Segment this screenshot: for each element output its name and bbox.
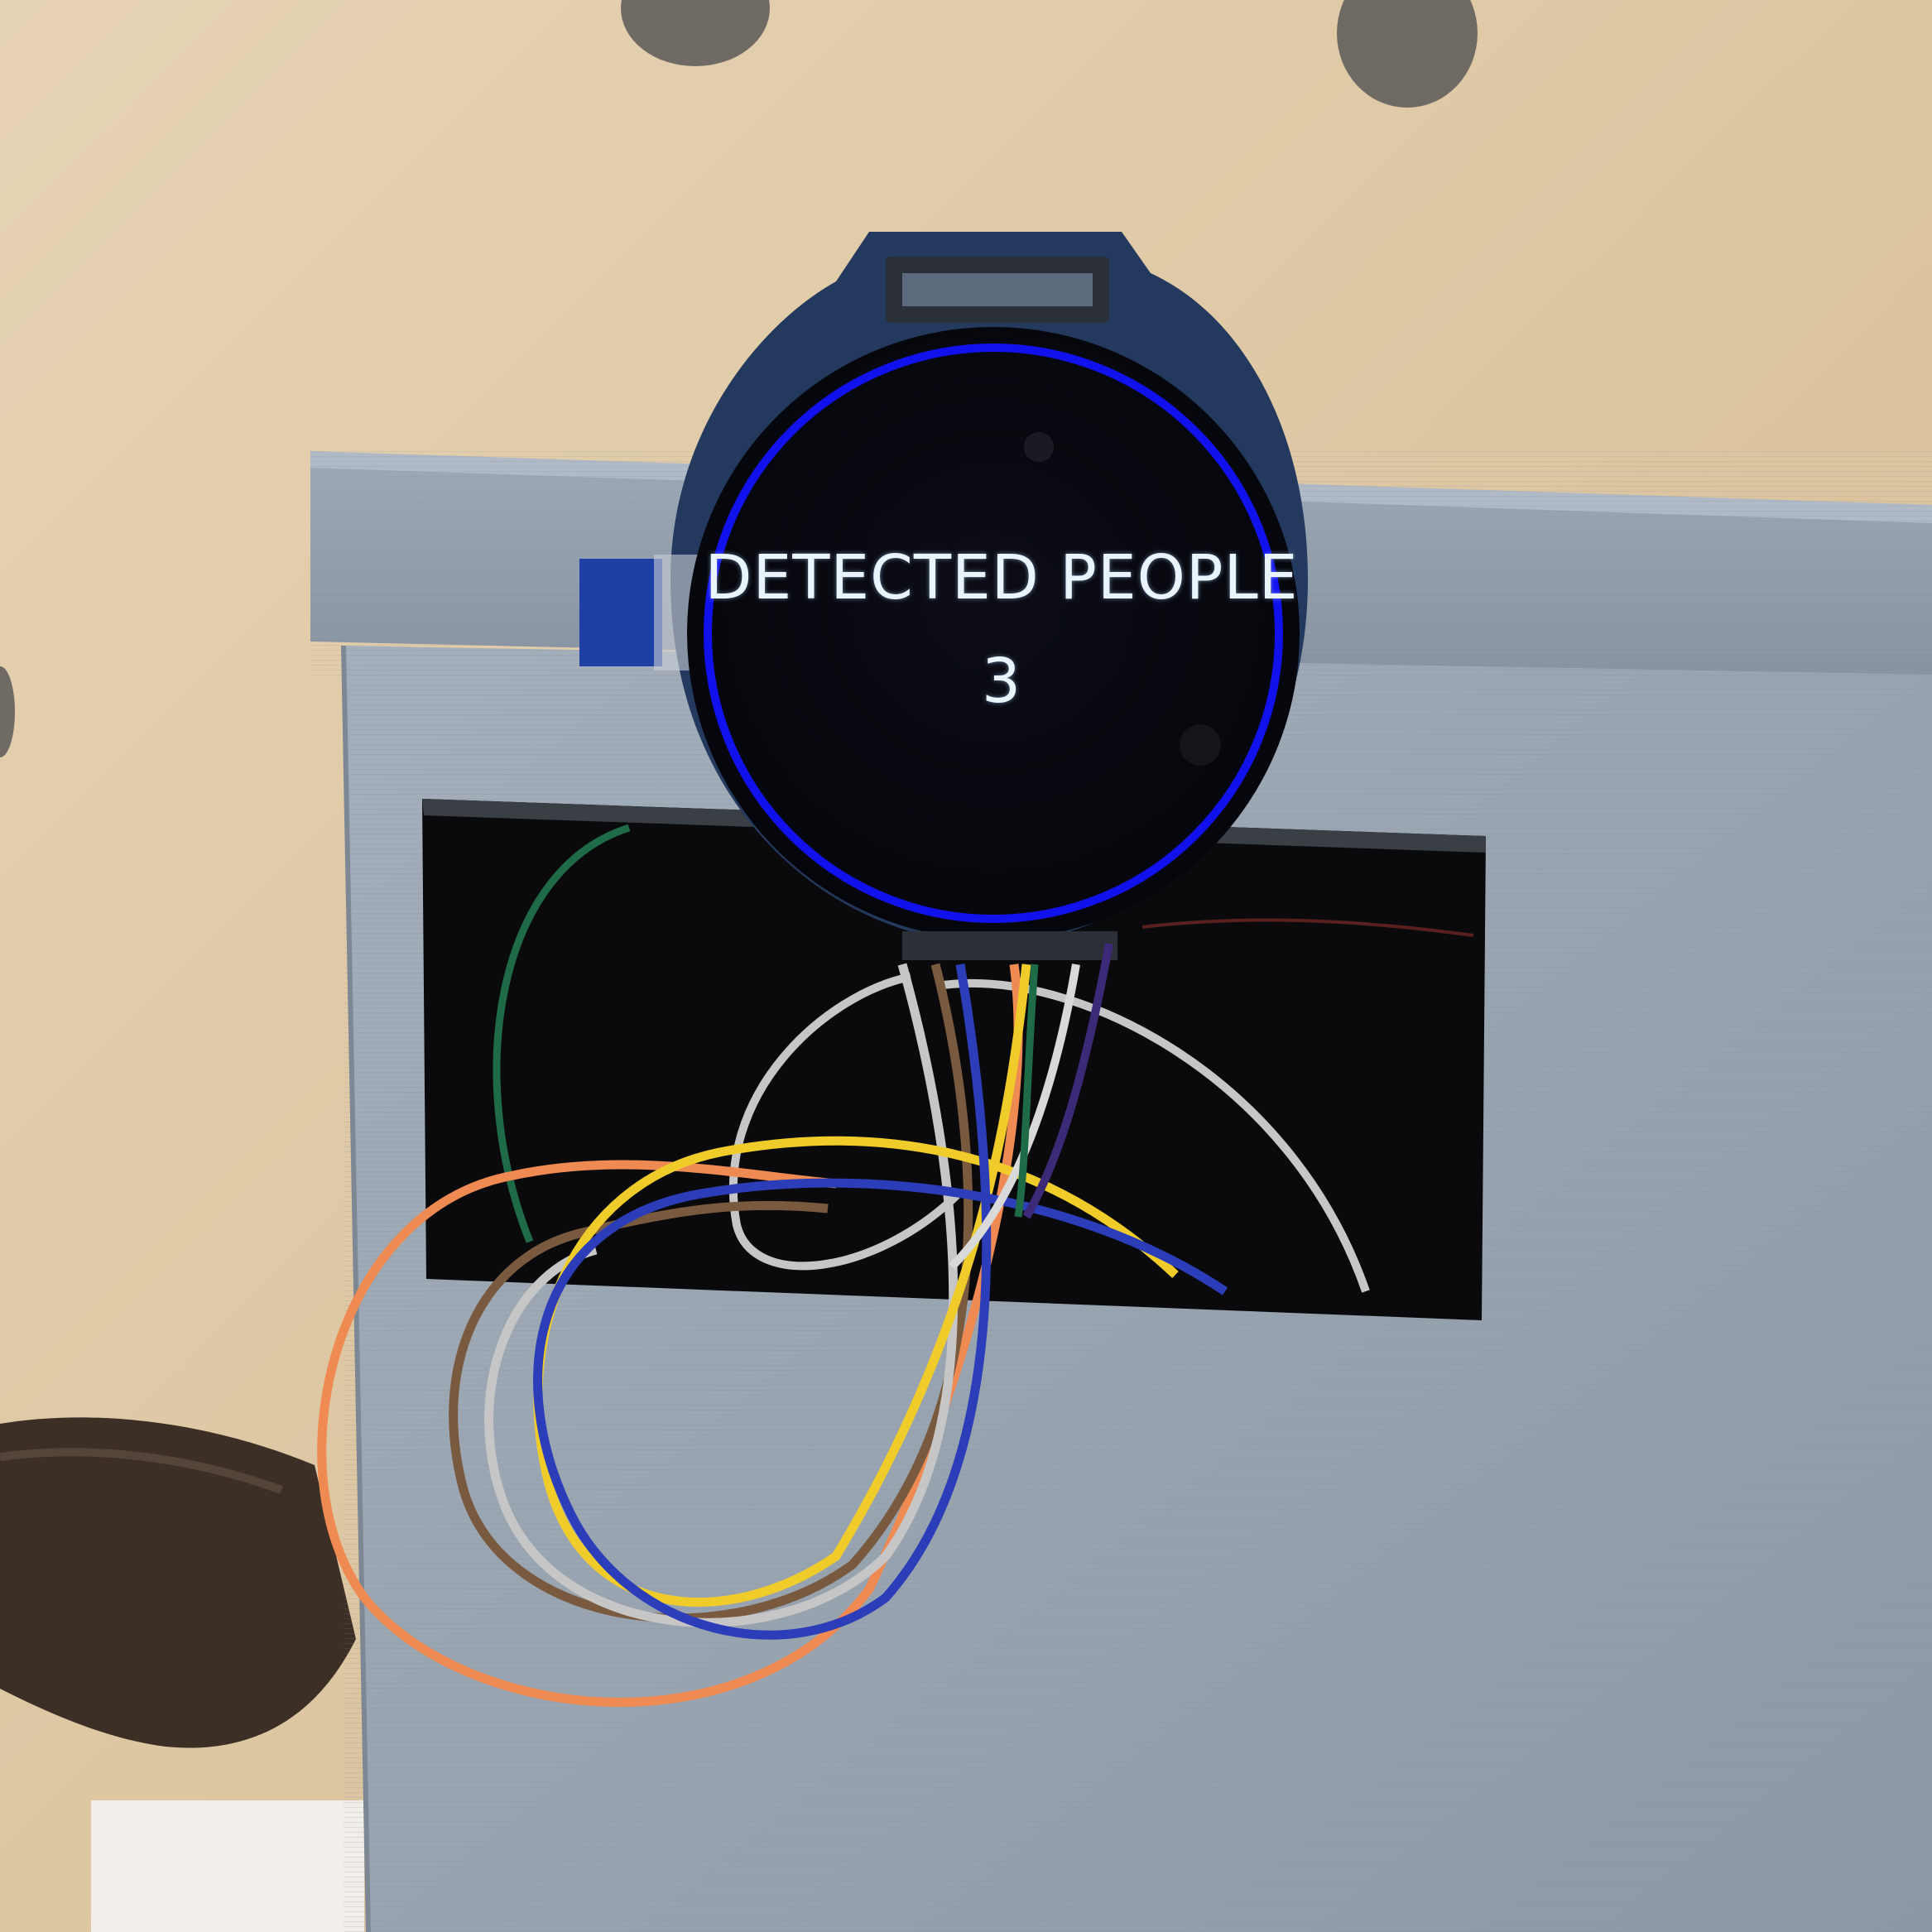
purple-wire bbox=[1022, 943, 1113, 1219]
detected-people-label: DETECTED PEOPLE bbox=[704, 542, 1299, 613]
detected-people-count: 3 bbox=[981, 646, 1022, 717]
pegboard-hole bbox=[621, 0, 770, 66]
dark-object bbox=[0, 1417, 356, 1748]
yellow-wire bbox=[533, 964, 1179, 1608]
screen-ring bbox=[704, 344, 1283, 923]
pegboard-hole bbox=[1337, 0, 1478, 108]
gray-wire-inside bbox=[943, 979, 1370, 1293]
white-object bbox=[91, 1800, 364, 1932]
orange-wire bbox=[317, 964, 1023, 1707]
pegboard-hole bbox=[0, 666, 15, 757]
green-wire bbox=[493, 824, 631, 1243]
blue-wire bbox=[533, 964, 1228, 1640]
gray-wire-loop bbox=[728, 973, 964, 1271]
blue-tab bbox=[579, 559, 662, 666]
gray-wire bbox=[484, 963, 959, 1627]
round-screen bbox=[687, 327, 1300, 940]
